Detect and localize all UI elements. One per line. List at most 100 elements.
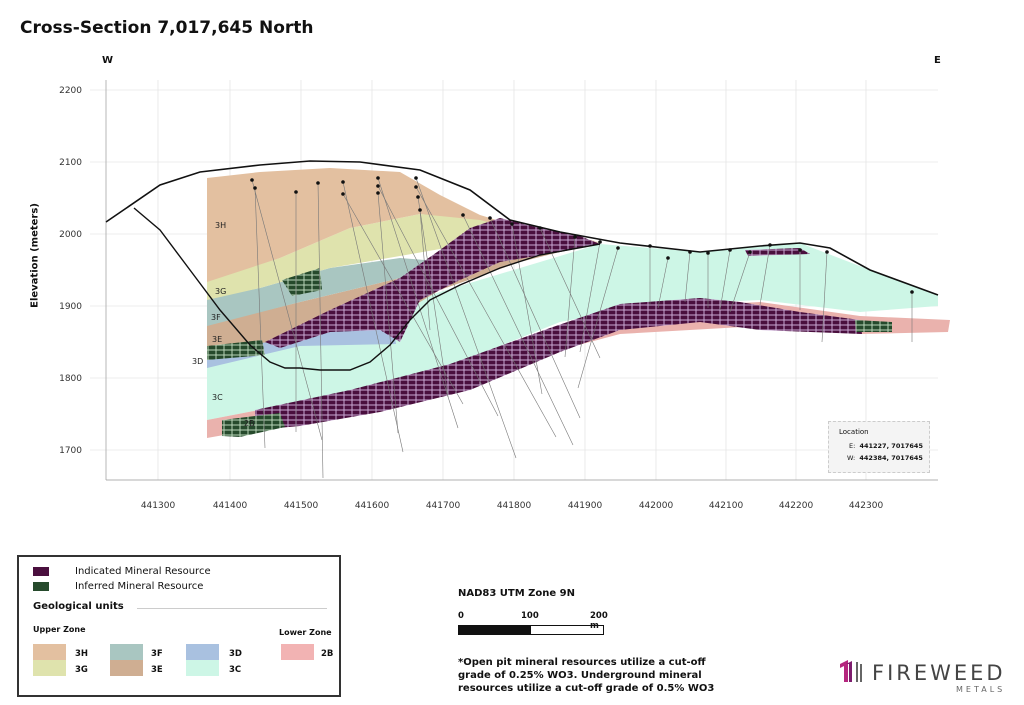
drill-trace	[415, 177, 517, 459]
scale-bar-graphic	[458, 625, 604, 635]
unit-3h	[207, 168, 600, 282]
datum-label: NAD83 UTM Zone 9N	[458, 588, 576, 599]
y-tick-label: 2000	[59, 230, 82, 240]
y-tick-label: 2200	[59, 86, 82, 96]
unit-label: 3C	[212, 393, 223, 402]
drill-collar	[598, 240, 602, 244]
drill-collar	[798, 248, 802, 252]
y-tick-label: 1900	[59, 302, 82, 312]
drill-collar	[250, 178, 254, 182]
swatch-3c	[186, 660, 219, 676]
y-tick-label: 1800	[59, 374, 82, 384]
geo-units-heading: Geological units	[33, 601, 124, 612]
inferred-resource-4	[855, 320, 892, 332]
drill-trace	[489, 217, 581, 419]
drill-collar	[910, 290, 914, 294]
pit-outline	[133, 207, 601, 371]
drill-collar	[376, 176, 380, 180]
east-coord-label: E:	[849, 442, 856, 450]
x-tick-label: 442000	[639, 501, 674, 511]
unit-label: 3F	[211, 313, 221, 322]
drill-trace	[419, 209, 431, 331]
east-coord-value: 441227, 7017645	[859, 442, 923, 450]
legend-3f: 3F	[151, 649, 163, 659]
drill-collar	[376, 184, 380, 188]
drill-trace	[684, 251, 691, 303]
drill-collar	[573, 235, 577, 239]
drill-collar	[706, 251, 710, 255]
drill-trace	[377, 192, 399, 434]
unit-label: 3H	[215, 221, 226, 230]
unit-label: 3G	[215, 287, 226, 296]
drill-trace	[462, 214, 574, 446]
logo-mark: FIREWEED METALS	[840, 660, 1006, 694]
fireweed-logo: FIREWEED METALS	[838, 656, 1008, 700]
upper-zone-heading: Upper Zone	[33, 625, 86, 634]
drill-collar	[376, 191, 380, 195]
drill-trace	[564, 236, 576, 358]
indicated-resource-lower	[255, 298, 862, 430]
drill-collar	[510, 222, 514, 226]
x-tick-label: 441500	[284, 501, 319, 511]
drill-trace	[579, 241, 601, 353]
drill-trace	[511, 223, 543, 395]
scale-200: 200 m	[590, 611, 608, 631]
drill-collar	[666, 256, 670, 260]
indicated-swatch	[33, 566, 49, 576]
drill-collar	[414, 176, 418, 180]
unit-label: 3D	[192, 357, 203, 366]
drill-trace	[254, 187, 266, 449]
drill-trace	[759, 244, 771, 306]
east-label: E	[934, 55, 941, 66]
legend-3g: 3G	[75, 665, 88, 675]
x-tick-label: 442100	[709, 501, 744, 511]
west-coord-label: W:	[847, 454, 856, 462]
legend-3e: 3E	[151, 665, 163, 675]
drill-trace	[729, 251, 751, 313]
drill-trace	[657, 257, 669, 309]
legend-indicated: Indicated Mineral Resource	[75, 566, 211, 577]
legend-3d: 3D	[229, 649, 242, 659]
drill-collar	[294, 190, 298, 194]
drill-collar	[414, 185, 418, 189]
drill-trace	[577, 247, 619, 389]
drill-collar	[616, 246, 620, 250]
legend: Indicated Mineral Resource Inferred Mine…	[17, 555, 341, 697]
scale-100: 100	[521, 611, 539, 621]
swatch-3f	[110, 644, 143, 660]
drill-trace	[377, 177, 459, 429]
topography-line	[105, 160, 939, 296]
indicated-resource-east	[745, 248, 810, 256]
legend-2b: 2B	[321, 649, 334, 659]
unit-label: 2B	[244, 419, 255, 428]
drill-trace	[719, 249, 731, 311]
swatch-3e	[110, 660, 143, 676]
drill-trace	[251, 179, 323, 441]
y-tick-label: 1700	[59, 446, 82, 456]
x-tick-label: 441300	[141, 501, 176, 511]
logo-name: FIREWEED	[872, 661, 1006, 685]
y-tick-label: 2100	[59, 158, 82, 168]
x-tick-label: 441900	[568, 501, 603, 511]
x-tick-label: 442300	[849, 501, 884, 511]
scale-bar: NAD83 UTM Zone 9N 0 100 200 m	[458, 588, 608, 635]
x-tick-label: 441600	[355, 501, 390, 511]
drill-collar	[416, 195, 420, 199]
west-coord-value: 442384, 7017645	[859, 454, 923, 462]
indicated-resource-upper	[265, 218, 600, 348]
logo-sub: METALS	[956, 685, 1005, 694]
drill-holes	[250, 176, 914, 479]
drill-trace	[342, 193, 464, 405]
x-tick-label: 441400	[213, 501, 248, 511]
drill-trace	[317, 182, 324, 479]
legend-inferred: Inferred Mineral Resource	[75, 581, 204, 592]
unit-labels: 3H 3G 3F 3E 3D 3C 2B	[192, 221, 255, 428]
drill-collar	[316, 181, 320, 185]
inferred-resource-3	[282, 268, 322, 296]
location-box: Location E: 441227, 7017645 W: 442384, 7…	[828, 421, 930, 473]
drill-collar	[461, 213, 465, 217]
drill-collar	[341, 192, 345, 196]
cross-section-diagram: 3H 3G 3F 3E 3D 3C 2B 441300 441400 44150…	[59, 80, 950, 511]
west-label: W	[102, 55, 114, 66]
drill-trace	[415, 186, 557, 438]
